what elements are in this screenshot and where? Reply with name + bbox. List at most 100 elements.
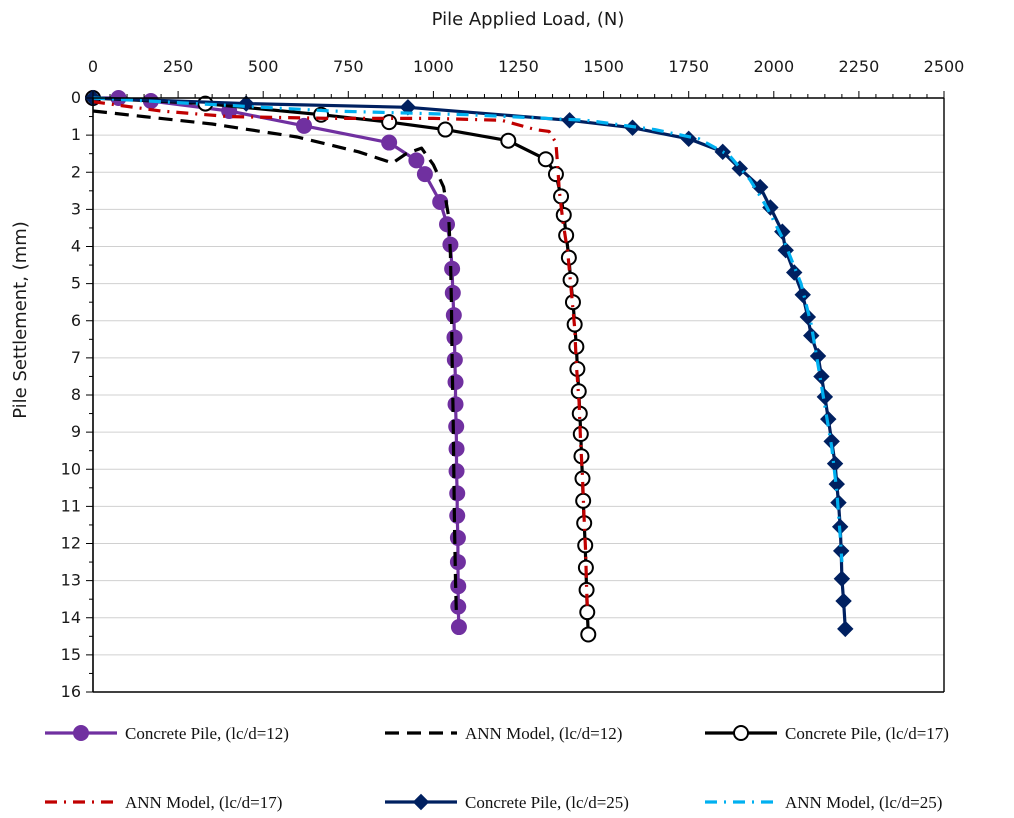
y-tick-label: 12	[61, 534, 81, 553]
data-point	[448, 440, 465, 457]
y-tick-label: 7	[71, 348, 81, 367]
y-tick-label: 5	[71, 274, 81, 293]
series-layer	[84, 89, 854, 643]
data-point	[449, 529, 466, 546]
data-point	[786, 264, 803, 281]
x-tick-label: 1250	[498, 57, 539, 76]
data-point	[553, 188, 570, 205]
series-line	[93, 96, 461, 628]
data-point	[555, 206, 572, 223]
series-2	[92, 109, 459, 618]
data-point	[447, 396, 464, 413]
y-tick-label: 13	[61, 571, 81, 590]
legend-label: Concrete Pile, (lc/d=17)	[785, 724, 949, 743]
data-point	[570, 383, 587, 400]
data-point	[835, 592, 852, 610]
data-point	[813, 368, 830, 385]
legend-swatch-marker	[733, 725, 749, 741]
data-point	[446, 351, 463, 368]
series-4	[92, 100, 589, 607]
y-tick-label: 4	[71, 237, 81, 256]
data-point	[579, 604, 596, 621]
series-5	[84, 89, 854, 638]
data-point	[439, 216, 456, 233]
x-tick-label: 1500	[583, 57, 624, 76]
legend-label: ANN Model, (lc/d=17)	[125, 793, 282, 812]
series-line	[92, 96, 844, 563]
data-point	[449, 507, 466, 524]
data-point	[448, 463, 465, 480]
data-point	[580, 626, 597, 643]
y-tick-label: 0	[71, 88, 81, 107]
y-tick-label: 10	[61, 459, 81, 478]
data-point	[449, 554, 466, 571]
data-point	[449, 485, 466, 502]
data-point	[794, 286, 811, 303]
data-point	[445, 307, 462, 324]
y-axis-title: Pile Settlement, (mm)	[10, 221, 31, 419]
y-tick-label: 1	[71, 125, 81, 144]
y-tick-label: 14	[61, 608, 81, 627]
data-point	[446, 329, 463, 346]
series-6	[92, 96, 844, 563]
axes	[86, 91, 945, 693]
data-point	[448, 418, 465, 435]
y-tick-label: 8	[71, 385, 81, 404]
series-line	[92, 109, 459, 618]
data-point	[450, 578, 467, 595]
series-line	[92, 96, 590, 635]
legend-item-2: ANN Model, (lc/d=12)	[385, 724, 622, 743]
legend-item-3: Concrete Pile, (lc/d=17)	[705, 724, 949, 743]
data-point	[547, 166, 564, 183]
data-point	[296, 117, 313, 134]
legend-label: ANN Model, (lc/d=12)	[465, 724, 622, 743]
data-point	[833, 570, 851, 587]
y-tick-label: 2	[71, 162, 81, 181]
legend: Concrete Pile, (lc/d=12) ANN Model, (lc/d…	[45, 724, 949, 812]
legend-swatch-marker	[412, 793, 430, 811]
data-point	[381, 114, 398, 131]
data-point	[537, 151, 554, 168]
gridlines	[93, 134, 944, 693]
legend-item-4: ANN Model, (lc/d=17)	[45, 793, 282, 812]
legend-swatch-marker	[73, 725, 89, 741]
legend-item-6: ANN Model, (lc/d=25)	[705, 793, 942, 812]
data-point	[381, 134, 398, 151]
x-tick-label: 500	[248, 57, 279, 76]
series-line	[92, 100, 589, 607]
data-point	[803, 327, 820, 344]
series-3	[85, 90, 597, 643]
x-tick-label: 1000	[413, 57, 454, 76]
x-tick-label: 2500	[924, 57, 965, 76]
x-tick-label: 750	[333, 57, 364, 76]
data-point	[447, 374, 464, 391]
data-point	[408, 152, 425, 169]
y-tick-label: 16	[61, 682, 81, 701]
x-tick-label: 1750	[668, 57, 709, 76]
y-tick-label: 6	[71, 311, 81, 330]
data-point	[680, 130, 697, 148]
data-point	[575, 492, 592, 509]
legend-label: ANN Model, (lc/d=25)	[785, 793, 942, 812]
x-tick-label: 250	[163, 57, 194, 76]
data-point	[562, 271, 579, 288]
data-point	[416, 166, 433, 183]
series-line	[92, 96, 847, 629]
legend-item-5: Concrete Pile, (lc/d=25)	[385, 793, 629, 812]
data-point	[500, 132, 517, 149]
legend-label: Concrete Pile, (lc/d=12)	[125, 724, 289, 743]
y-tick-label: 3	[71, 199, 81, 218]
data-point	[399, 99, 417, 116]
x-tick-label: 2000	[753, 57, 794, 76]
data-point	[450, 619, 467, 636]
data-point	[437, 121, 454, 138]
data-point	[450, 598, 467, 615]
data-point	[799, 308, 817, 326]
x-tick-label: 0	[88, 57, 98, 76]
legend-label: Concrete Pile, (lc/d=25)	[465, 793, 629, 812]
y-tick-label: 15	[61, 645, 81, 664]
data-point	[837, 620, 854, 638]
data-point	[828, 475, 845, 493]
